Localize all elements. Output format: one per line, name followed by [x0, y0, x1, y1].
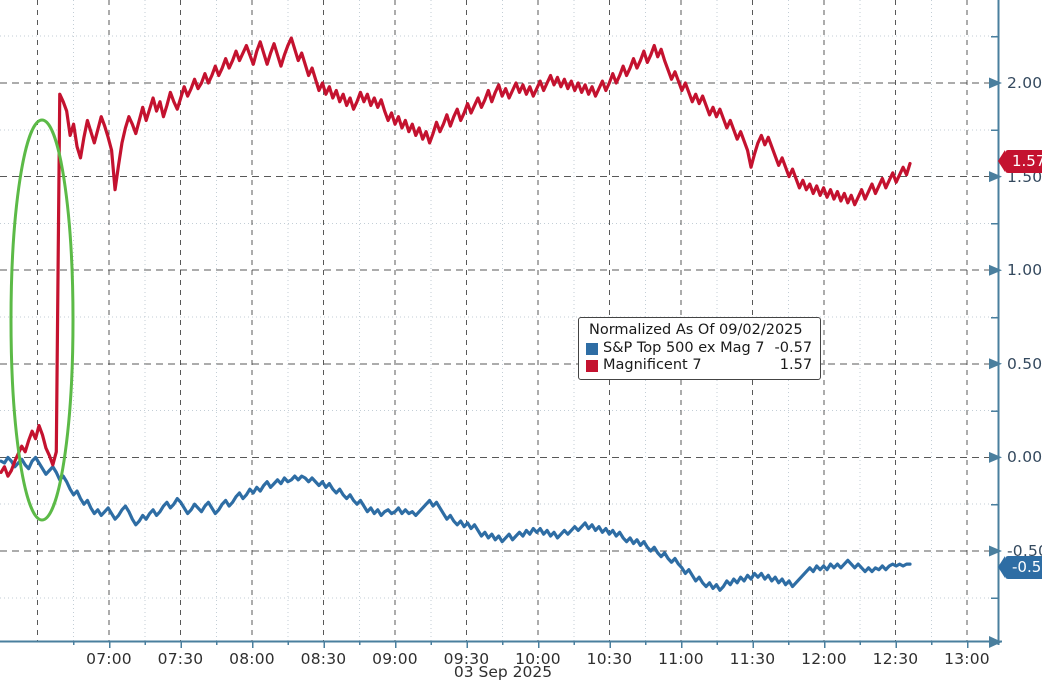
legend-title: Normalized As Of 09/02/2025 — [589, 322, 803, 338]
y-axis-tick-label: 2.00 — [1007, 74, 1042, 92]
x-axis-tick-label: 11:30 — [729, 650, 776, 668]
x-axis-tick-label: 11:00 — [658, 650, 704, 668]
y-axis-tick-label: 1.00 — [1007, 261, 1042, 280]
legend[interactable]: Normalized As Of 09/02/2025 S&P Top 500 … — [578, 317, 822, 380]
x-axis-tick-label: 09:30 — [443, 650, 490, 668]
x-axis-tick-label: 12:30 — [872, 650, 919, 668]
y-axis-tick-label: 0.50 — [1007, 354, 1042, 373]
x-axis-tick-label: 07:00 — [86, 650, 132, 668]
x-axis-tick-label: 10:00 — [515, 650, 561, 668]
legend-swatch-red-icon — [586, 359, 598, 372]
legend-value-magnificent7: 1.57 — [779, 357, 813, 373]
legend-item-sp500-ex-mag7[interactable]: S&P Top 500 ex Mag 7 -0.57 — [586, 340, 812, 357]
x-axis-tick-label: 10:30 — [586, 650, 633, 668]
value-badge-magnificent7-text: 1.57 — [1012, 152, 1042, 170]
badge-pointer-icon — [998, 150, 1005, 172]
x-axis-tick-label: 08:00 — [229, 650, 275, 668]
plot-area — [0, 0, 1002, 648]
value-badge-magnificent7: 1.57 — [998, 150, 1042, 173]
legend-label-magnificent7: Magnificent 7 — [603, 357, 702, 373]
y-axis-tick-label: 0.00 — [1007, 448, 1042, 467]
legend-label-sp500-ex-mag7: S&P Top 500 ex Mag 7 — [603, 340, 765, 356]
value-badge-sp500-ex-mag7: -0.57 — [998, 556, 1042, 579]
badge-pointer-icon — [998, 556, 1005, 578]
x-axis-tick-label: 12:00 — [801, 650, 847, 668]
y-axis-tick-label: -0.50 — [1007, 542, 1042, 560]
x-axis-date-label: 03 Sep 2025 — [453, 663, 553, 681]
legend-item-magnificent7[interactable]: Magnificent 7 1.57 — [586, 357, 812, 374]
x-axis-tick-label: 07:30 — [157, 650, 204, 668]
x-axis-tick-label: 13:00 — [944, 650, 990, 668]
x-axis-tick-label: 08:30 — [300, 650, 347, 668]
legend-value-sp500-ex-mag7: -0.57 — [774, 340, 813, 356]
legend-swatch-blue-icon — [586, 342, 598, 355]
x-axis-tick-label: 09:00 — [372, 650, 418, 668]
value-badge-sp500-ex-mag7-text: -0.57 — [1012, 558, 1042, 576]
